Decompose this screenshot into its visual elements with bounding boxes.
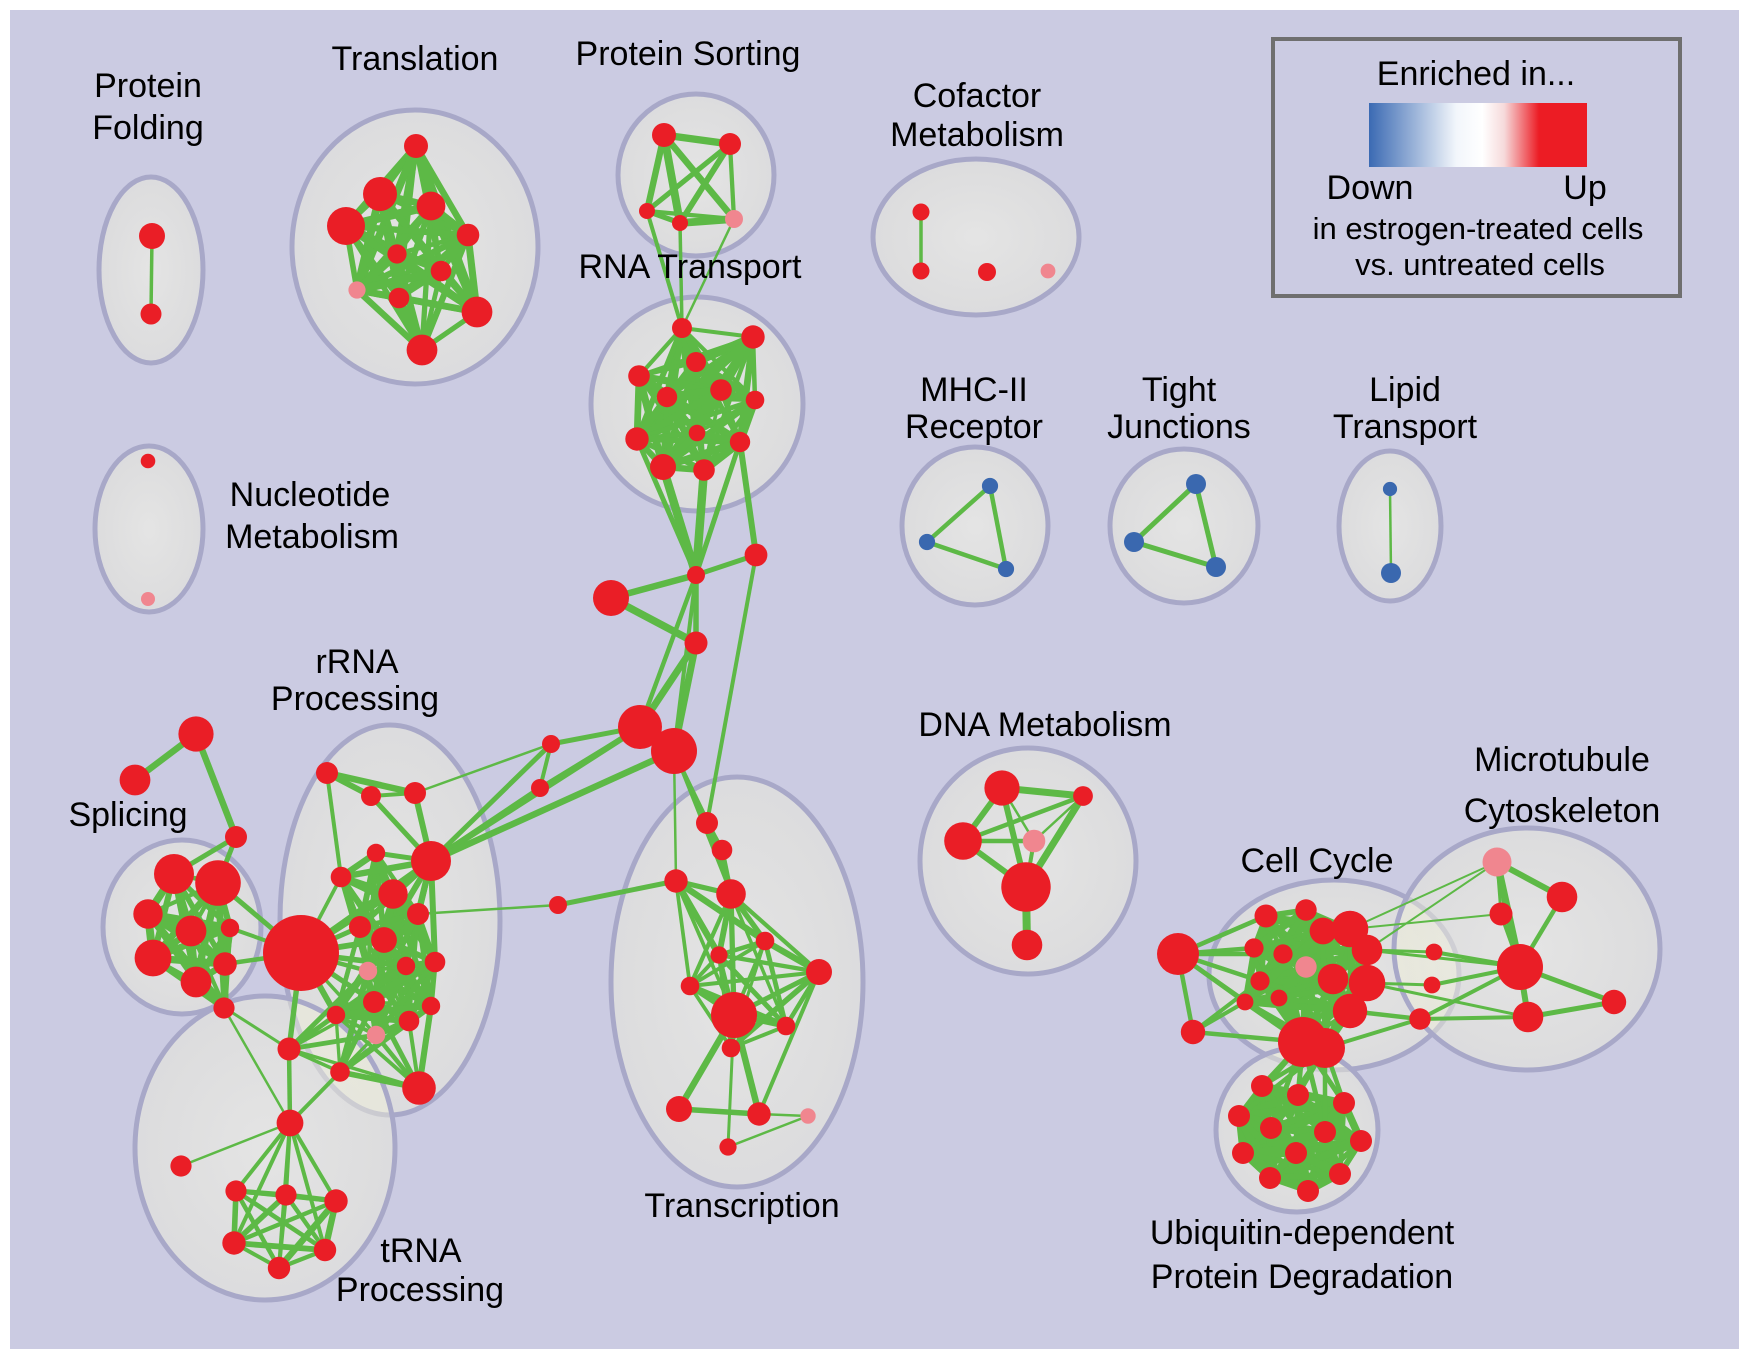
- svg-text:Metabolism: Metabolism: [890, 116, 1064, 154]
- svg-text:Cofactor: Cofactor: [913, 77, 1042, 115]
- svg-text:Microtubule: Microtubule: [1474, 741, 1650, 779]
- svg-text:MHC-II: MHC-II: [920, 371, 1028, 409]
- svg-text:rRNA: rRNA: [315, 643, 398, 681]
- svg-text:Cytoskeleton: Cytoskeleton: [1464, 792, 1661, 830]
- svg-text:Receptor: Receptor: [905, 408, 1043, 446]
- svg-text:Lipid: Lipid: [1369, 371, 1441, 409]
- svg-text:in estrogen-treated cells: in estrogen-treated cells: [1313, 211, 1644, 246]
- svg-text:Processing: Processing: [336, 1271, 504, 1309]
- svg-text:Up: Up: [1563, 169, 1606, 207]
- svg-text:Translation: Translation: [332, 40, 499, 78]
- svg-text:Folding: Folding: [92, 109, 204, 147]
- svg-text:DNA Metabolism: DNA Metabolism: [918, 706, 1171, 744]
- svg-text:Splicing: Splicing: [68, 796, 187, 834]
- svg-text:vs. untreated cells: vs. untreated cells: [1355, 247, 1605, 282]
- svg-text:Transcription: Transcription: [644, 1187, 839, 1225]
- svg-text:Protein: Protein: [94, 67, 202, 105]
- svg-text:Protein Sorting: Protein Sorting: [576, 35, 801, 73]
- svg-text:Nucleotide: Nucleotide: [230, 476, 391, 514]
- svg-text:Tight: Tight: [1142, 371, 1217, 409]
- svg-text:Processing: Processing: [271, 680, 439, 718]
- svg-text:Junctions: Junctions: [1107, 408, 1251, 446]
- svg-text:Cell Cycle: Cell Cycle: [1240, 842, 1393, 880]
- svg-text:Transport: Transport: [1333, 408, 1478, 446]
- svg-text:Down: Down: [1327, 169, 1414, 207]
- svg-text:Protein Degradation: Protein Degradation: [1151, 1258, 1453, 1296]
- svg-text:Enriched in...: Enriched in...: [1377, 55, 1575, 93]
- svg-text:RNA Transport: RNA Transport: [579, 248, 803, 286]
- svg-text:Ubiquitin-dependent: Ubiquitin-dependent: [1150, 1214, 1455, 1252]
- svg-text:Metabolism: Metabolism: [225, 518, 399, 556]
- svg-text:tRNA: tRNA: [380, 1232, 462, 1270]
